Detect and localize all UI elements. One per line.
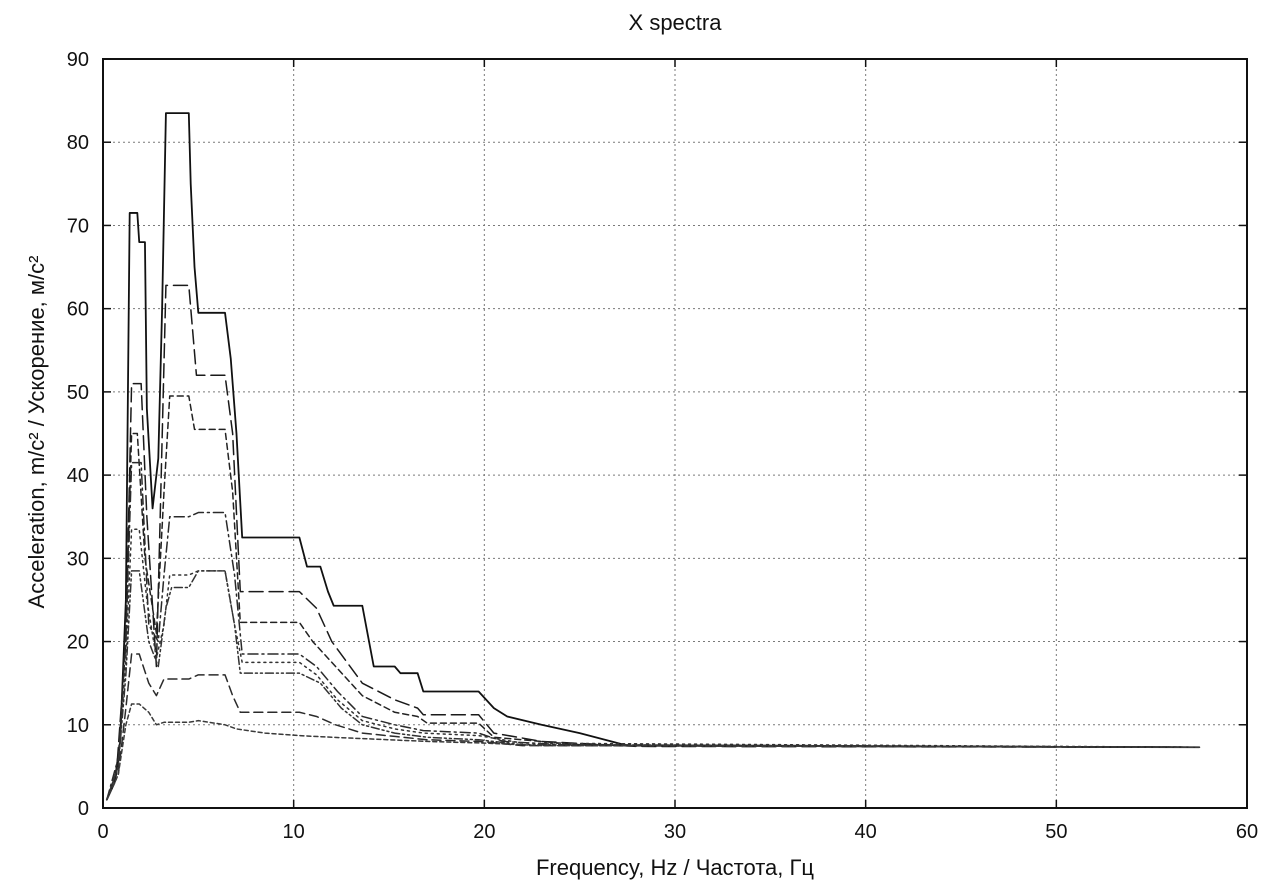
- y-tick-label: 20: [67, 632, 89, 654]
- y-tick-label: 80: [67, 132, 89, 154]
- y-axis-label: Acceleration, m/c² / Ускорение, м/с²: [24, 256, 49, 609]
- y-tick-label: 90: [67, 49, 89, 71]
- y-tick-label: 10: [67, 715, 89, 737]
- x-tick-label: 0: [97, 821, 108, 843]
- x-tick-label: 50: [1045, 821, 1067, 843]
- series-line-3: [106, 395, 1201, 801]
- y-tick-label: 50: [67, 382, 89, 404]
- series-line-7: [106, 653, 1201, 801]
- y-tick-label: 70: [67, 215, 89, 237]
- grid-layer: [103, 59, 1247, 808]
- chart-title: X spectra: [629, 10, 723, 35]
- y-tick-label: 30: [67, 548, 89, 570]
- x-tick-label: 10: [283, 821, 305, 843]
- series-line-1: [105, 112, 1201, 801]
- series-line-5: [106, 528, 1201, 801]
- series-line-8: [106, 703, 1201, 801]
- y-tick-label: 40: [67, 465, 89, 487]
- y-tick-label: 60: [67, 299, 89, 321]
- x-tick-label: 30: [664, 821, 686, 843]
- ticks-layer: 0 10 20 30 40 50 60 0 10 20 30 40 50 60 70 80 90: [67, 49, 1258, 843]
- series-line-6: [106, 570, 1201, 801]
- x-tick-label: 20: [473, 821, 495, 843]
- x-axis-label: Frequency, Hz / Частота, Гц: [536, 855, 814, 880]
- y-tick-label: 0: [78, 798, 89, 820]
- series-layer: [105, 112, 1201, 801]
- series-line-4: [106, 461, 1201, 801]
- x-tick-label: 60: [1236, 821, 1258, 843]
- series-line-2: [106, 284, 1201, 801]
- x-tick-label: 40: [855, 821, 877, 843]
